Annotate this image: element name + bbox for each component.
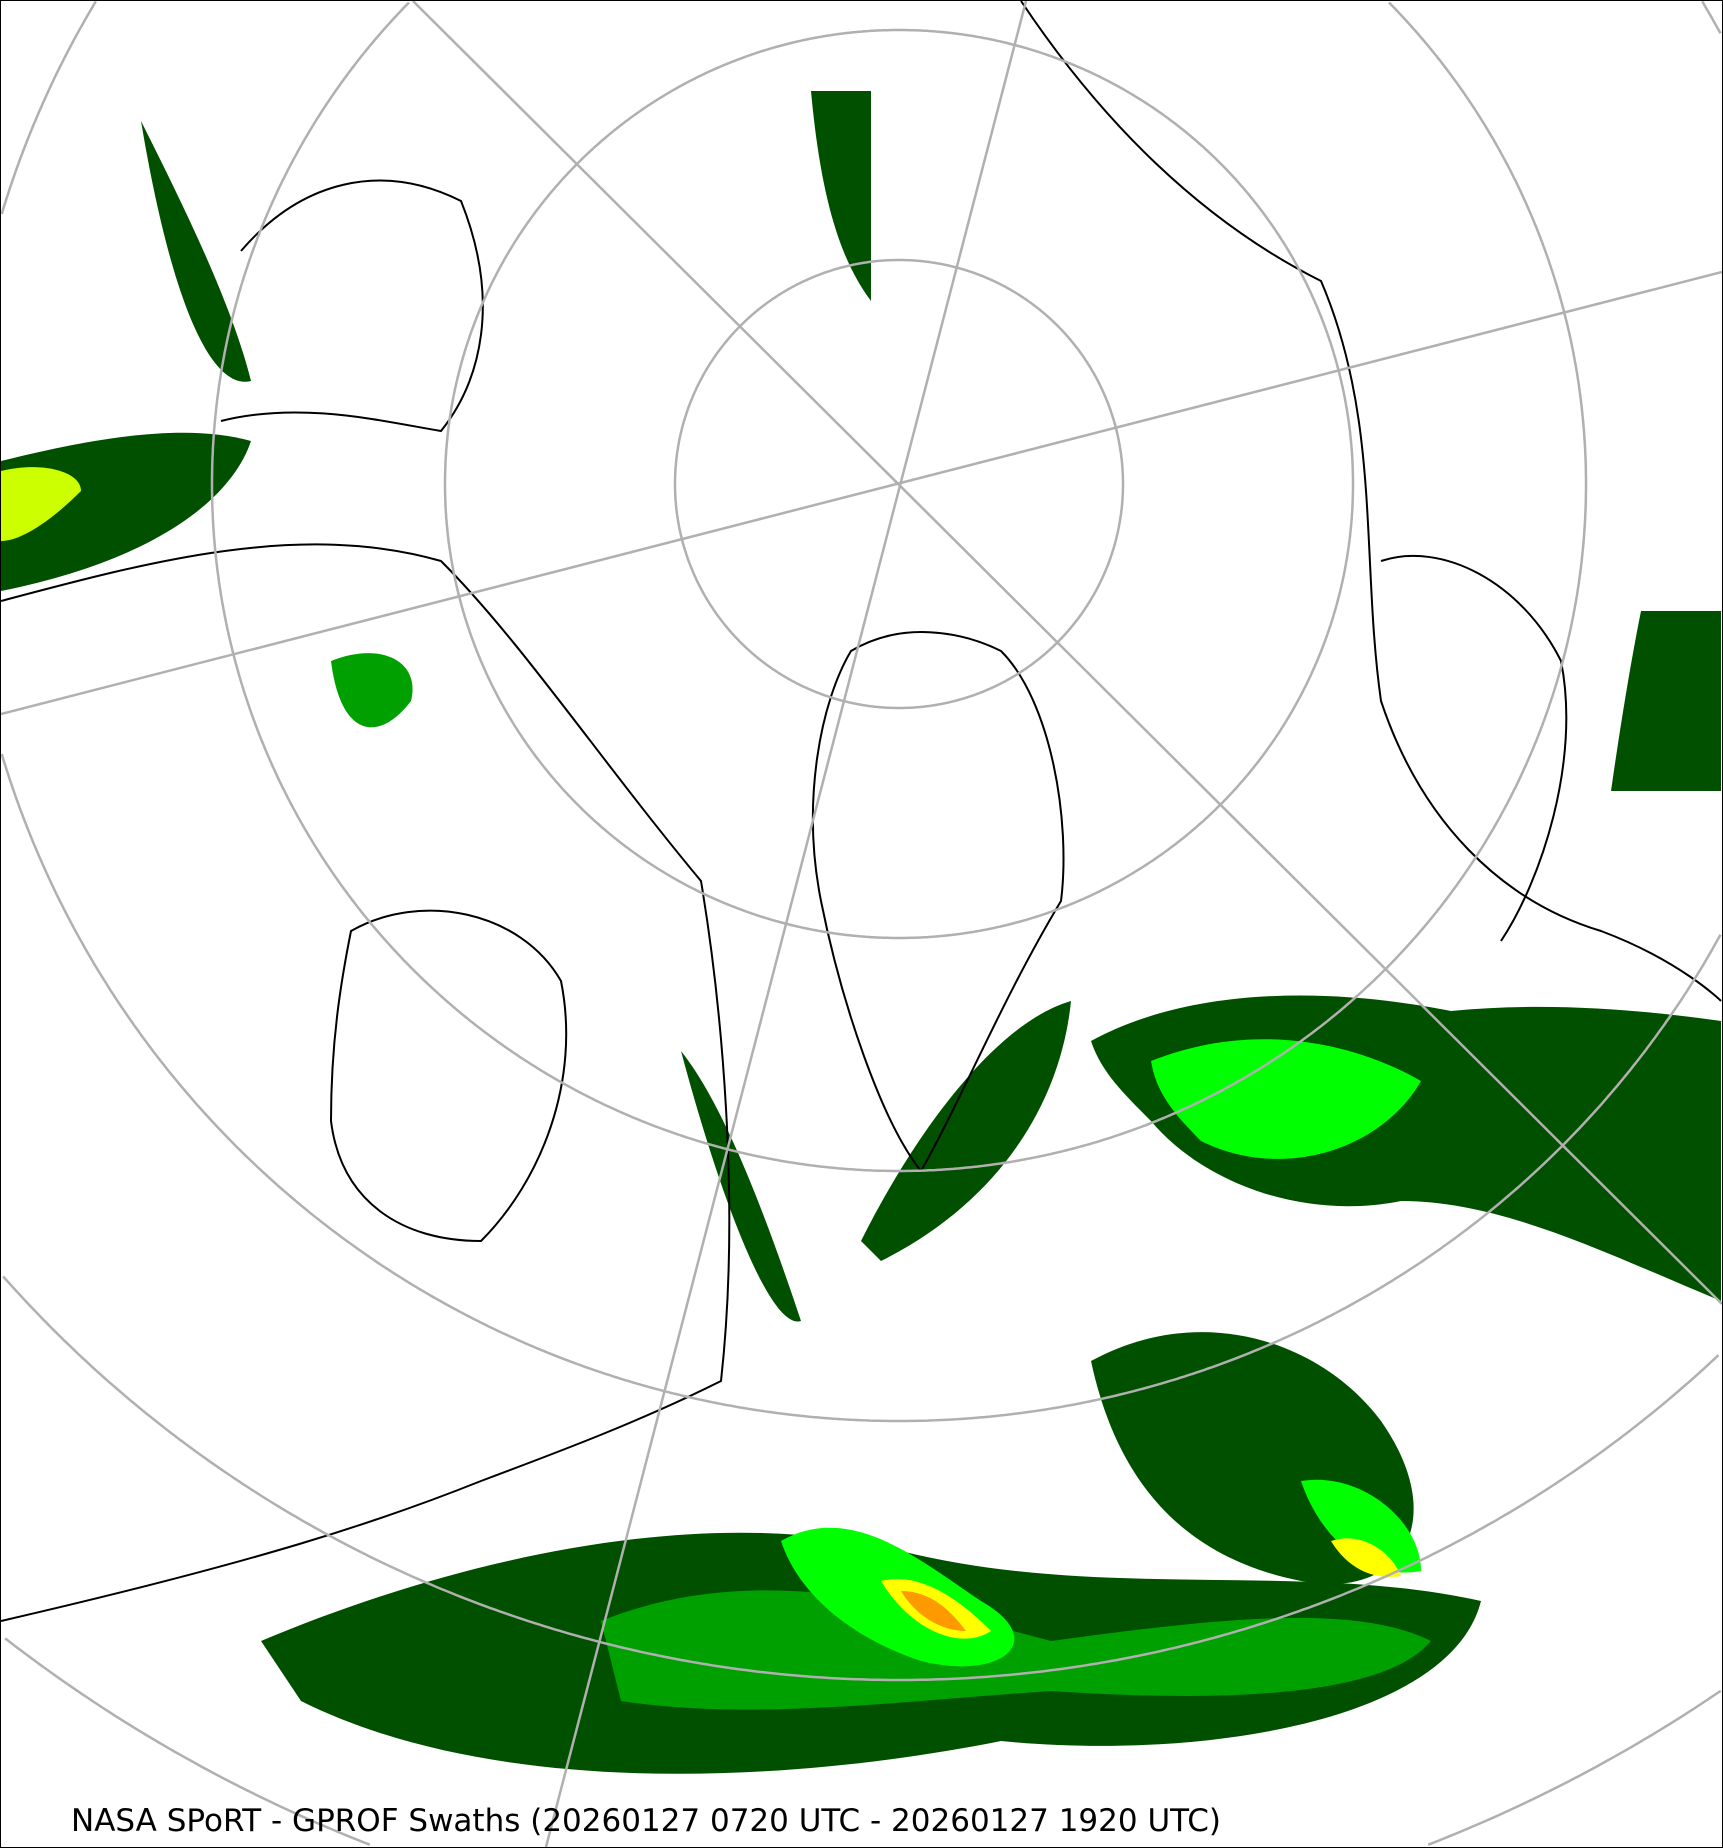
meridian-line: [412, 1, 1722, 1305]
greenland-outline: [811, 631, 1065, 1173]
latitude-circle: [443, 28, 1355, 940]
latitude-circle: [673, 258, 1125, 710]
latitude-circle: [2, 1275, 1720, 1682]
precip-area: [601, 1590, 1431, 1710]
precip-area: [861, 1001, 1071, 1261]
latitude-circle: [210, 1, 1588, 1173]
scandinavia-outline: [1380, 554, 1568, 942]
precip-area: [811, 91, 871, 301]
latitude-circle: [1427, 1689, 1722, 1846]
precip-area: [681, 1051, 801, 1322]
precip-area: [141, 121, 251, 382]
meridian-line: [1, 270, 1722, 716]
precip-area: [1091, 995, 1721, 1301]
latitude-circle: [1, 753, 1722, 1423]
precip-area: [331, 653, 413, 728]
precip-area: [1151, 1039, 1421, 1159]
latitude-circle: [4, 1637, 371, 1846]
map-caption: NASA SPoRT - GPROF Swaths (20260127 0720…: [71, 1803, 1221, 1839]
precip-area: [901, 1591, 966, 1631]
north-america-outline: [1, 543, 731, 1622]
coastlines: [1, 1, 1722, 1622]
hudson-bay-outline: [329, 909, 568, 1243]
eurasia-outline: [1020, 1, 1722, 1002]
precip-area: [1611, 611, 1721, 791]
precip-area: [1, 467, 81, 541]
latitude-circle: [1388, 1, 1588, 484]
precipitation-swaths: [1, 91, 1721, 1774]
meridian-line: [544, 1, 1028, 1847]
precip-area: [1301, 1479, 1421, 1573]
precip-area: [1331, 1538, 1401, 1577]
latitude-circle: [1701, 1, 1722, 34]
alaska-outline: [220, 179, 484, 433]
latitude-circle: [1, 1, 97, 215]
